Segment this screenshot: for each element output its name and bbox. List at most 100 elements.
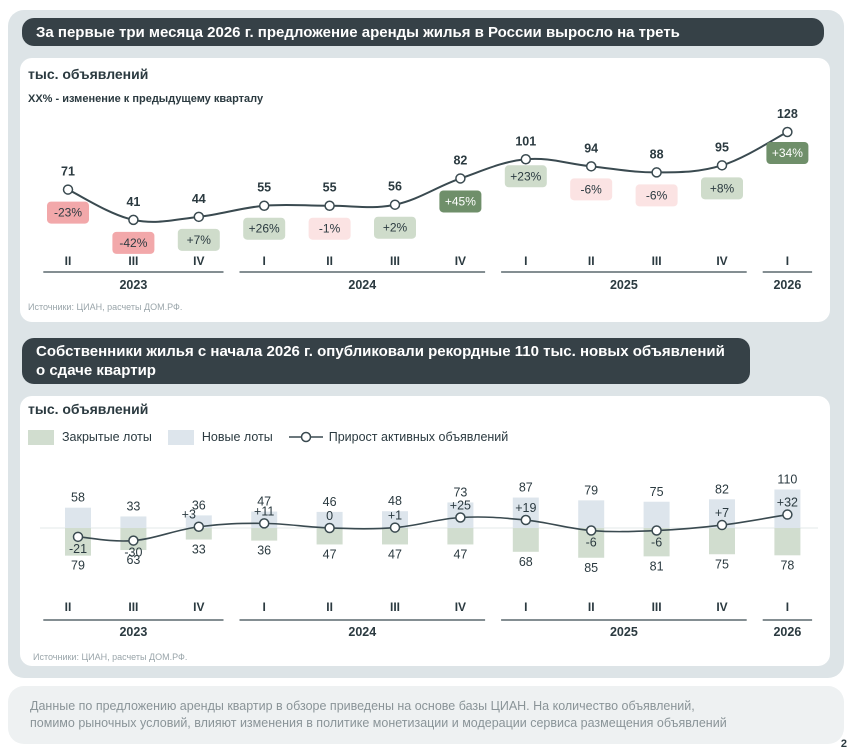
change-badge-8 [570,178,613,201]
closed-lots-value-label-11: 78 [780,558,794,572]
top-chart-title: За первые три месяца 2026 г. предложение… [36,23,680,41]
year-label-2: 2025 [610,278,638,292]
year-label-3: 2026 [773,278,801,292]
offer-volume-value-label-7: 101 [515,134,536,148]
offer-volume-point-2 [193,211,205,223]
change-badge-1 [112,231,155,254]
active-growth-point-9 [651,525,662,536]
offer-volume-line-chart: 71 -23% 41 -42% 44 +7% 55 +26% 55 -1% 56 +2% 82 +45% 1… [43,107,813,292]
year-label-1: 2024 [348,278,376,292]
change-badge-label-1: -42% [119,236,147,250]
offer-volume-point-7 [520,154,532,165]
closed-lots-bar-2 [185,528,212,540]
closed-lots-bar-6 [447,528,474,545]
quarter-tick-label-6: IV [455,600,466,614]
active-growth-value-label-1: -30 [124,546,142,560]
active-growth-value-label-9: -6 [651,536,662,550]
offer-volume-value-label-0: 71 [61,165,75,179]
closed-lots-value-label-2: 33 [192,543,206,557]
change-badge-3 [243,217,286,240]
change-badge-0 [47,201,89,224]
offer-volume-value-label-1: 41 [126,195,140,209]
legend-growth: Прирост активных объявлений [288,430,509,444]
quarter-tick-label-6: IV [455,254,466,268]
change-badge-5 [374,216,416,239]
quarter-tick-label-8: II [588,254,595,268]
bottom-chart-legend: Закрытые лоты Новые лоты Прирост активны… [28,427,524,447]
active-growth-value-label-2: +3 [182,508,196,522]
closed-lots-bar-4 [316,528,343,545]
closed-lots-value-label-8: 85 [584,561,598,575]
top-chart-unit: тыс. объявлений [28,66,149,82]
new-lots-value-label-0: 58 [71,491,85,505]
year-label-1: 2024 [348,625,376,639]
offer-volume-value-label-3: 55 [257,181,271,195]
change-badge-label-0: -23% [54,206,82,220]
quarter-tick-label-3: I [263,254,266,268]
closed-lots-bar-3 [251,528,278,541]
offer-volume-value-label-11: 128 [777,107,798,121]
active-growth-point-7 [520,514,532,526]
closed-lots-value-label-5: 47 [388,547,402,561]
quarter-tick-label-2: IV [193,254,204,268]
active-growth-point-10 [716,519,728,531]
new-lots-value-label-3: 47 [257,495,271,509]
offer-volume-value-label-6: 82 [453,153,467,167]
active-growth-value-label-4: 0 [326,509,333,523]
legend-new: Новые лоты [167,429,273,445]
listings-bar-chart: 58 79 33 63 36 33 47 36 46 47 48 47 73 47 87 68 79 85 75 81… [40,473,818,639]
top-chart-card [20,58,830,322]
quarter-tick-label-5: III [390,600,400,614]
top-chart-source: Источники: ЦИАН, расчеты ДОМ.РФ. [28,302,183,312]
offer-volume-point-4 [324,200,335,211]
change-badge-6 [439,190,482,213]
new-lots-value-label-5: 48 [388,494,402,508]
year-label-0: 2023 [119,278,147,292]
new-lots-bar-0 [65,507,91,528]
offer-volume-point-3 [258,200,270,211]
offer-volume-value-label-9: 88 [650,147,664,161]
offer-volume-point-6 [455,173,466,184]
change-badge-label-6: +45% [445,194,476,208]
top-chart-note: XX% - изменение к предыдущему кварталу [28,93,264,105]
legend-closed-label: Закрытые лоты [62,430,152,444]
offer-volume-value-label-5: 56 [388,180,402,194]
new-lots-value-label-8: 79 [584,483,598,497]
offer-volume-point-1 [128,214,139,226]
offer-volume-point-0 [62,184,74,195]
change-badge-label-10: +8% [710,181,735,195]
top-chart-banner: За первые три месяца 2026 г. предложение… [22,18,824,46]
quarter-tick-label-4: II [326,600,333,614]
closed-lots-value-label-4: 47 [323,547,337,561]
new-lots-bar-8 [578,500,605,528]
active-growth-value-label-8: -6 [586,536,597,550]
closed-lots-bar-11 [774,528,801,556]
offer-volume-point-11 [782,126,793,138]
new-lots-value-label-7: 87 [519,481,533,495]
active-growth-value-label-0: -21 [69,542,87,556]
active-growth-value-label-3: +11 [254,504,274,518]
quarter-tick-label-5: III [390,254,400,268]
footer-line2: помимо рыночных условий, влияют изменени… [30,716,727,730]
quarter-tick-label-10: IV [716,600,727,614]
change-badge-label-8: -6% [581,182,603,196]
new-lots-value-label-6: 73 [453,485,467,499]
quarter-tick-label-7: I [524,254,527,268]
offer-volume-value-label-8: 94 [584,141,598,155]
year-label-2: 2025 [610,625,638,639]
closed-lots-value-label-6: 47 [453,547,467,561]
closed-lots-value-label-1: 63 [126,553,140,567]
change-badge-label-11: +34% [772,146,803,160]
active-growth-point-11 [782,509,793,520]
quarter-tick-label-1: III [128,254,138,268]
closed-lots-value-label-10: 75 [715,557,729,571]
legend-growth-label: Прирост активных объявлений [328,430,509,444]
new-lots-value-label-11: 110 [777,473,797,487]
year-label-0: 2023 [119,625,147,639]
closed-lots-value-label-0: 79 [71,559,85,573]
new-lots-bar-5 [382,511,408,528]
quarter-tick-label-8: II [588,600,595,614]
closed-lots-value-label-3: 36 [257,544,271,558]
new-lots-bar-11 [774,489,801,528]
closed-lots-bar-5 [382,528,408,545]
